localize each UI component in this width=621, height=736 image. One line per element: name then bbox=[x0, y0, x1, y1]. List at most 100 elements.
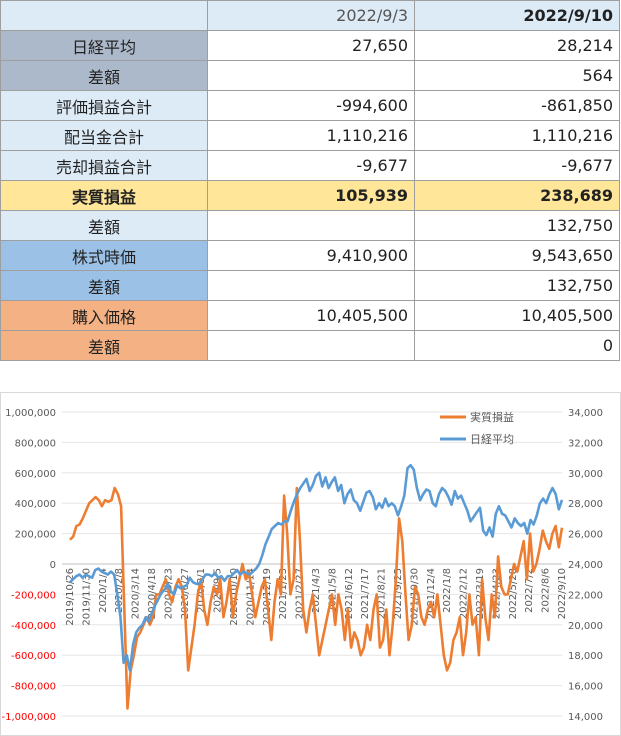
series-line-nikkei-heikin bbox=[69, 463, 564, 672]
right-tick-label: 24,000 bbox=[568, 560, 603, 571]
x-tick-label: 2020/2/8 bbox=[114, 568, 125, 613]
cell-date-1: 9,410,900 bbox=[207, 240, 415, 271]
left-tick-label: -800,000 bbox=[11, 682, 56, 693]
row-label: 株式時価 bbox=[0, 240, 208, 271]
x-tick-label: 2021/1/23 bbox=[278, 568, 289, 619]
left-axis-labels: 1,000,000 800,000 600,000 400,000 200,000 0 -2… bbox=[1, 408, 56, 723]
summary-table: 2022/9/3 2022/9/10 日経平均 27,650 28,214 差額 564… bbox=[0, 0, 620, 361]
cell-date-1: 10,405,500 bbox=[207, 300, 415, 331]
table-row: 差額 132,750 bbox=[0, 270, 620, 301]
row-label: 日経平均 bbox=[0, 30, 208, 61]
right-tick-label: 22,000 bbox=[568, 590, 603, 601]
table-row: 差額 132,750 bbox=[0, 210, 620, 241]
x-tick-label: 2022/8/6 bbox=[541, 568, 552, 613]
x-tick-label: 2022/5/28 bbox=[508, 568, 519, 619]
x-tick-label: 2022/1/8 bbox=[442, 568, 453, 613]
cell-date-1 bbox=[207, 60, 415, 91]
row-label: 購入価格 bbox=[0, 300, 208, 331]
x-tick-label: 2020/4/18 bbox=[147, 568, 158, 619]
right-tick-label: 34,000 bbox=[568, 408, 603, 419]
table-row: 差額 0 bbox=[0, 330, 620, 361]
x-tick-label: 2021/9/25 bbox=[393, 568, 404, 619]
cell-date-2: 9,543,650 bbox=[414, 240, 620, 271]
line-chart: 1,000,000 800,000 600,000 400,000 200,000 0 -2… bbox=[0, 392, 621, 736]
table-row: 実質損益 105,939 238,689 bbox=[0, 180, 620, 211]
cell-date-2: -861,850 bbox=[414, 90, 620, 121]
right-tick-label: 28,000 bbox=[568, 499, 603, 510]
right-tick-label: 16,000 bbox=[568, 682, 603, 693]
right-tick-label: 32,000 bbox=[568, 438, 603, 449]
left-tick-label: 0 bbox=[50, 560, 56, 571]
cell-date-2: 132,750 bbox=[414, 210, 620, 241]
header-row: 2022/9/3 2022/9/10 bbox=[0, 0, 620, 31]
x-tick-label: 2022/7/2 bbox=[524, 568, 535, 613]
left-tick-label: -400,000 bbox=[11, 621, 56, 632]
table-row: 売却損益合計 -9,677 -9,677 bbox=[0, 150, 620, 181]
x-tick-label: 2021/2/27 bbox=[295, 568, 306, 619]
cell-date-1: -9,677 bbox=[207, 150, 415, 181]
header-date-2: 2022/9/10 bbox=[414, 0, 620, 31]
cell-date-1: -994,600 bbox=[207, 90, 415, 121]
cell-date-2: 238,689 bbox=[414, 180, 620, 211]
x-tick-label: 2021/7/17 bbox=[360, 568, 371, 619]
cell-date-1 bbox=[207, 210, 415, 241]
legend-label-nikkei: 日経平均 bbox=[470, 433, 514, 446]
x-tick-label: 2020/11/14 bbox=[245, 568, 256, 626]
cell-date-1: 27,650 bbox=[207, 30, 415, 61]
left-tick-label: -200,000 bbox=[11, 590, 56, 601]
x-tick-label: 2019/11/30 bbox=[81, 568, 92, 626]
table-row: 差額 564 bbox=[0, 60, 620, 91]
right-tick-label: 14,000 bbox=[568, 712, 603, 723]
row-label: 差額 bbox=[0, 60, 208, 91]
left-tick-label: 800,000 bbox=[15, 438, 56, 449]
row-label: 評価損益合計 bbox=[0, 90, 208, 121]
legend: 実質損益 日経平均 bbox=[440, 410, 514, 446]
left-tick-label: 600,000 bbox=[15, 469, 56, 480]
right-tick-label: 20,000 bbox=[568, 621, 603, 632]
x-tick-label: 2020/3/14 bbox=[131, 568, 142, 619]
row-label: 売却損益合計 bbox=[0, 150, 208, 181]
header-blank bbox=[0, 0, 208, 31]
left-tick-label: 400,000 bbox=[15, 499, 56, 510]
right-tick-label: 18,000 bbox=[568, 651, 603, 662]
cell-date-1 bbox=[207, 270, 415, 301]
right-tick-label: 30,000 bbox=[568, 469, 603, 480]
cell-date-2: 28,214 bbox=[414, 30, 620, 61]
series-lines bbox=[69, 463, 564, 710]
header-date-1: 2022/9/3 bbox=[207, 0, 415, 31]
table-row: 日経平均 27,650 28,214 bbox=[0, 30, 620, 61]
left-tick-label: -600,000 bbox=[11, 651, 56, 662]
x-tick-label: 2022/2/12 bbox=[459, 568, 470, 619]
table-row: 購入価格 10,405,500 10,405,500 bbox=[0, 300, 620, 331]
row-label: 実質損益 bbox=[0, 180, 208, 211]
table-row: 評価損益合計 -994,600 -861,850 bbox=[0, 90, 620, 121]
cell-date-1 bbox=[207, 330, 415, 361]
row-label: 差額 bbox=[0, 270, 208, 301]
series-line-jisshitsu-soneki bbox=[69, 486, 564, 710]
x-tick-label: 2021/12/4 bbox=[426, 568, 437, 619]
cell-date-2: 10,405,500 bbox=[414, 300, 620, 331]
row-label: 差額 bbox=[0, 210, 208, 241]
legend-label-jisshitsu: 実質損益 bbox=[470, 410, 514, 424]
grid-lines bbox=[62, 411, 562, 717]
left-tick-label: -1,000,000 bbox=[1, 712, 56, 723]
x-tick-label: 2020/1/4 bbox=[98, 568, 109, 613]
x-tick-label: 2020/6/27 bbox=[180, 568, 191, 619]
x-tick-label: 2021/6/12 bbox=[344, 568, 355, 619]
cell-date-2: 564 bbox=[414, 60, 620, 91]
row-label: 差額 bbox=[0, 330, 208, 361]
x-tick-label: 2021/5/8 bbox=[327, 568, 338, 613]
right-axis-labels: 34,000 32,000 30,000 28,000 26,000 24,000 22,0… bbox=[568, 408, 603, 723]
right-tick-label: 26,000 bbox=[568, 530, 603, 541]
table-row: 配当金合計 1,110,216 1,110,216 bbox=[0, 120, 620, 151]
x-tick-label: 2021/8/21 bbox=[377, 568, 388, 619]
left-tick-label: 1,000,000 bbox=[5, 408, 56, 419]
left-tick-label: 200,000 bbox=[15, 530, 56, 541]
cell-date-2: 1,110,216 bbox=[414, 120, 620, 151]
cell-date-2: 132,750 bbox=[414, 270, 620, 301]
x-tick-label: 2019/10/26 bbox=[65, 568, 76, 626]
cell-date-2: -9,677 bbox=[414, 150, 620, 181]
cell-date-1: 105,939 bbox=[207, 180, 415, 211]
x-tick-label: 2021/4/3 bbox=[311, 568, 322, 613]
cell-date-1: 1,110,216 bbox=[207, 120, 415, 151]
